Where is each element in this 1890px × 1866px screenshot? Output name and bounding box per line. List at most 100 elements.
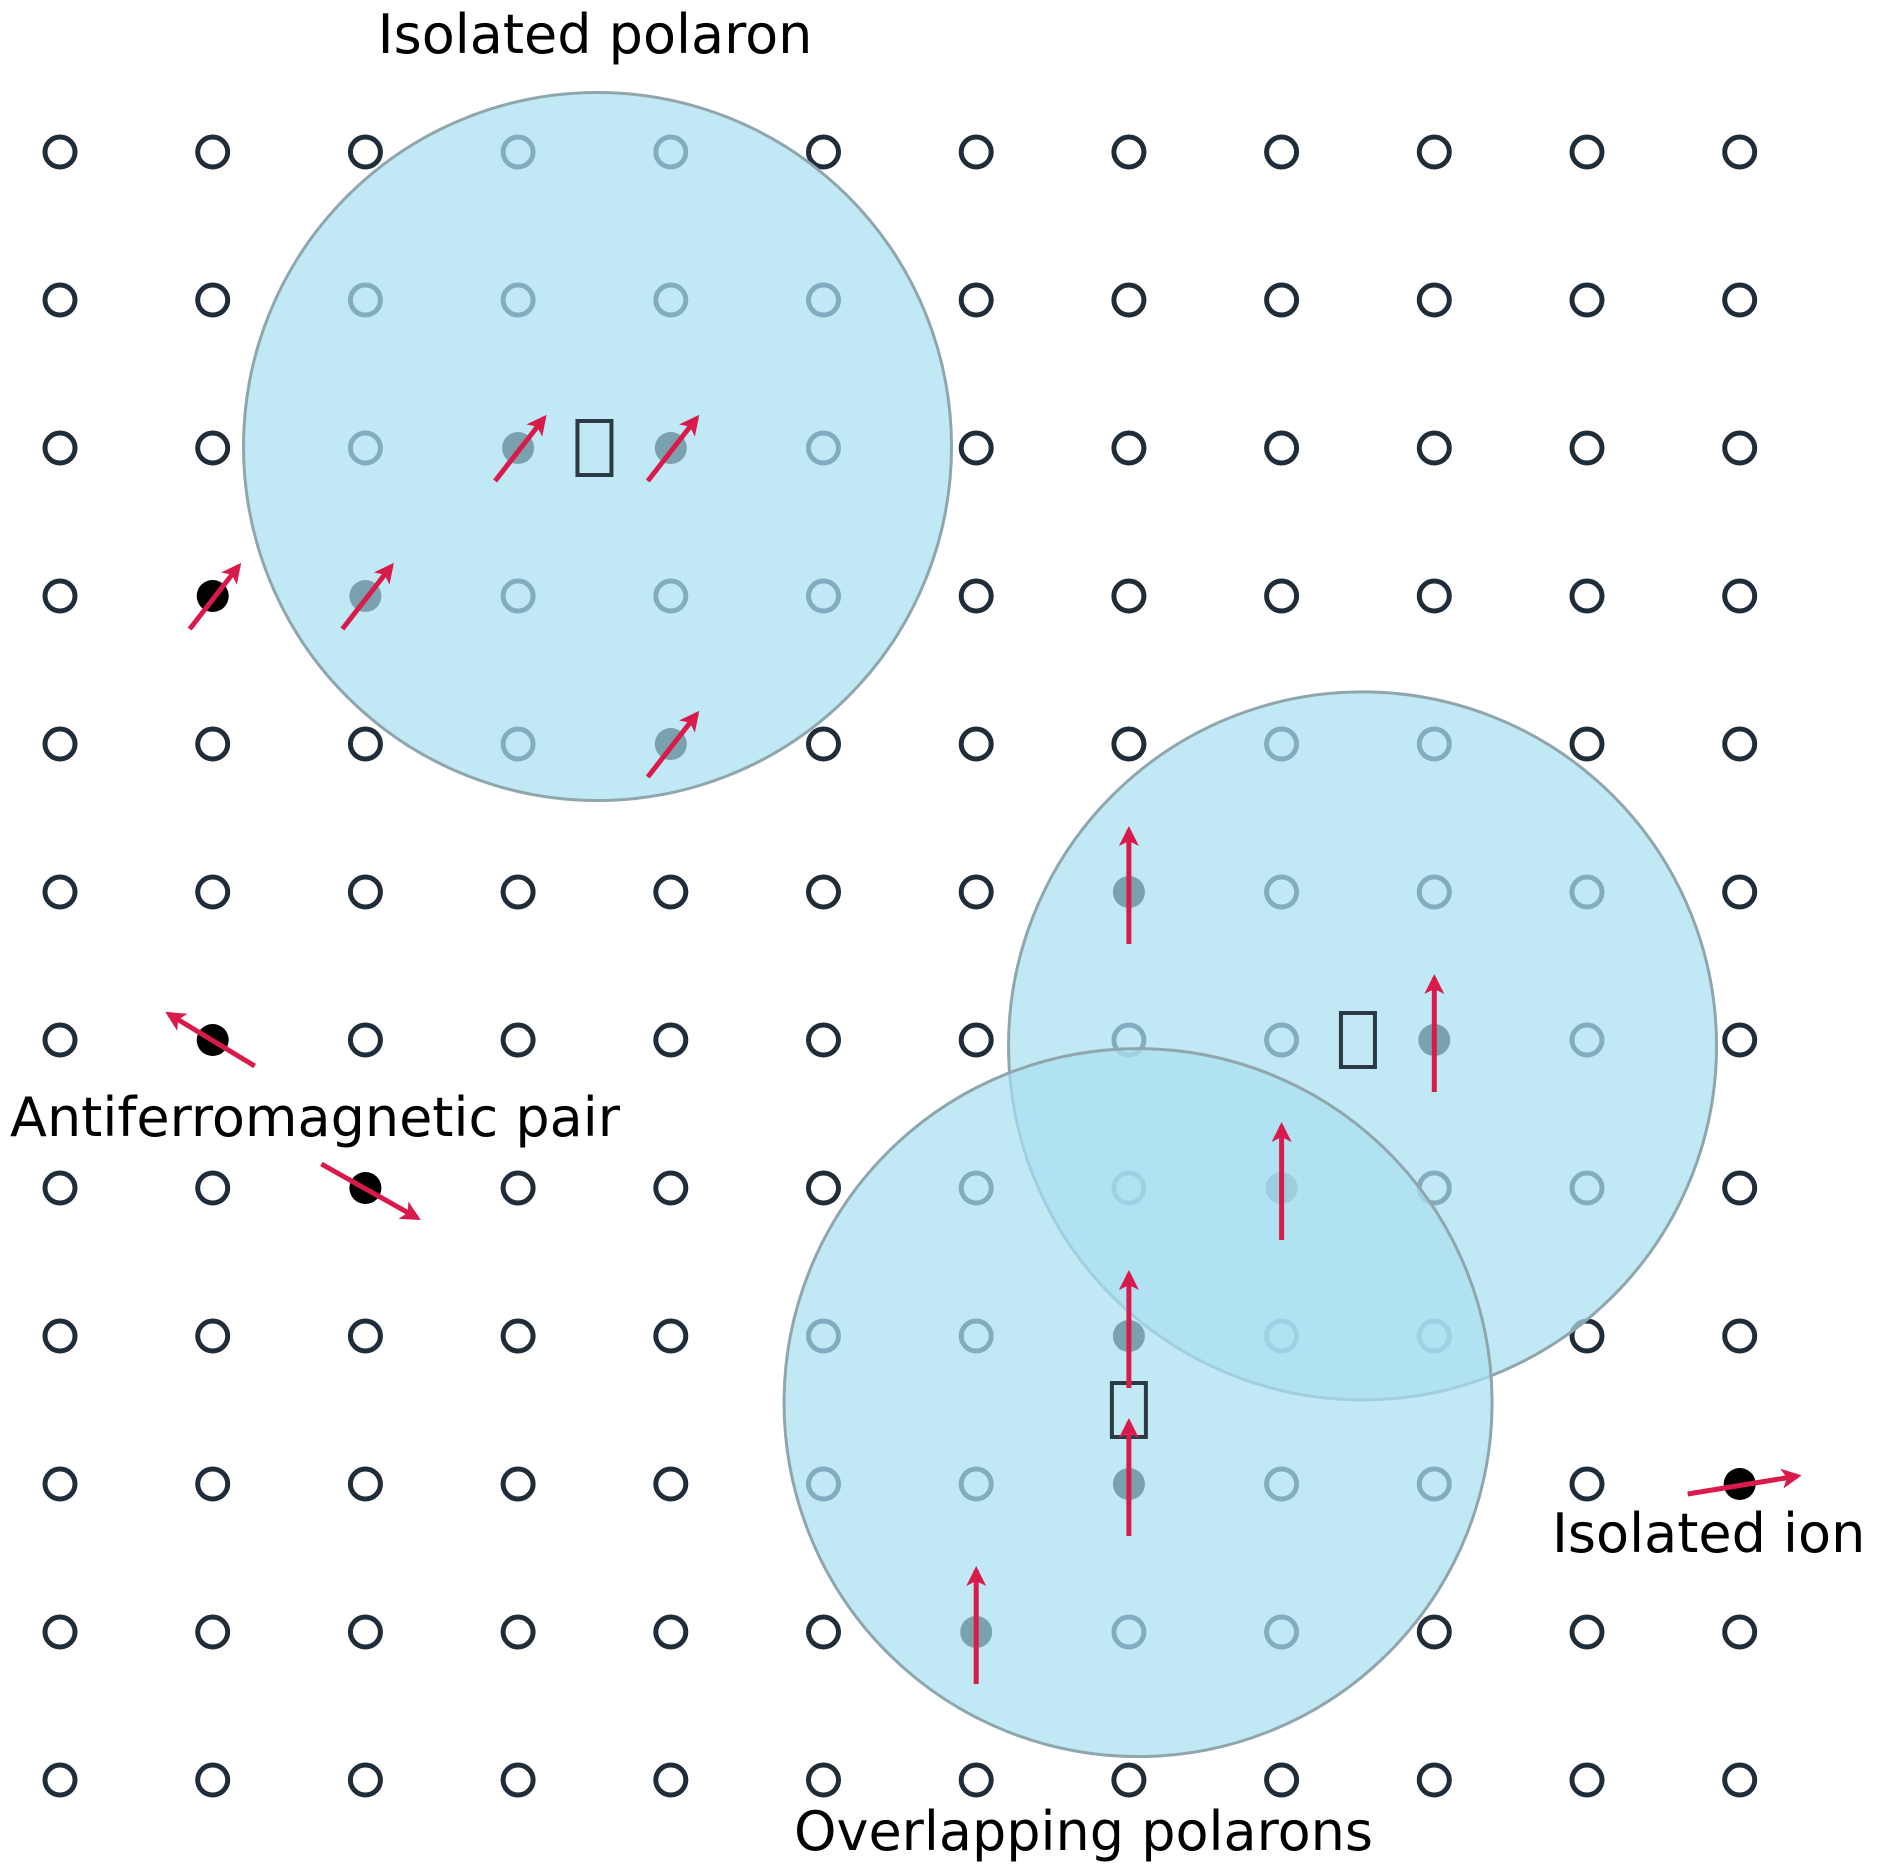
lattice-site [42,1762,78,1798]
lattice-site [1416,134,1452,170]
lattice-site [347,1614,383,1650]
lattice-site [500,1762,536,1798]
lattice-site [195,1762,231,1798]
lattice-site [1111,134,1147,170]
polaron-circle [782,1047,1494,1759]
hole-marker [1338,1011,1377,1069]
lattice-site [1416,1614,1452,1650]
lattice-site [42,1318,78,1354]
lattice-site [1722,1318,1758,1354]
lattice-site [347,726,383,762]
lattice-site [806,874,841,910]
lattice-site [806,726,841,762]
lattice-site [500,1466,536,1502]
lattice-site [958,1762,994,1798]
lattice-site [806,134,841,170]
lattice-site [500,1022,536,1058]
lattice-site [1722,1762,1758,1798]
lattice-site [42,430,78,466]
lattice-site [1722,726,1758,762]
lattice-site [958,134,994,170]
lattice-site [653,874,689,910]
lattice-site [1722,1614,1758,1650]
hole-marker [575,419,614,477]
lattice-site [195,726,231,762]
lattice-site [195,1466,231,1502]
lattice-site [500,1614,536,1650]
lattice-site [653,1466,689,1502]
lattice-site [42,1466,78,1502]
polaron-circle [242,91,954,803]
lattice-site [806,1170,841,1206]
lattice-site [806,1022,841,1058]
lattice-site [1722,1170,1758,1206]
lattice-site [1722,430,1758,466]
lattice-site [653,1762,689,1798]
spin-arrow-se [320,1161,421,1221]
lattice-site [1416,1762,1452,1798]
lattice-site [347,1762,383,1798]
lattice-site [653,1022,689,1058]
lattice-site [1111,578,1147,614]
lattice-site [500,1318,536,1354]
lattice-site [653,1318,689,1354]
lattice-site [1569,1466,1605,1502]
label-antiferromagnetic-pair: Antiferromagnetic pair [10,1086,621,1149]
lattice-site [1111,726,1147,762]
polaron-regions [242,91,1719,1759]
lattice-site [42,282,78,318]
spin-arrow-e [1687,1468,1802,1497]
lattice-site [1722,134,1758,170]
lattice-site [347,1318,383,1354]
lattice-site [653,1614,689,1650]
lattice-site [1264,282,1300,318]
lattice-site [42,1614,78,1650]
lattice-site [42,1170,78,1206]
lattice-site [958,430,994,466]
lattice-site [42,134,78,170]
lattice-site [958,1022,994,1058]
lattice-site [806,1614,841,1650]
lattice-site [958,282,994,318]
lattice-site [1416,282,1452,318]
spin-arrow-ne [187,562,242,631]
lattice-site [1569,430,1605,466]
lattice-site [1722,578,1758,614]
lattice-site [347,1022,383,1058]
label-isolated-ion: Isolated ion [1552,1502,1865,1565]
label-isolated-polaron: Isolated polaron [378,3,813,66]
lattice-site [1111,1762,1147,1798]
lattice-site [195,430,231,466]
lattice-site [1264,134,1300,170]
lattice-site [347,1466,383,1502]
spin-arrow-ne [645,414,700,483]
lattice-site [1722,874,1758,910]
lattice-site [347,134,383,170]
spin-arrows [165,414,1802,1684]
lattice-site [1111,282,1147,318]
lattice-site [1569,1762,1605,1798]
lattice-site [1722,282,1758,318]
lattice-site [195,874,231,910]
lattice-site [347,874,383,910]
lattice-site [1569,282,1605,318]
lattice-site [1569,134,1605,170]
lattice-site [500,874,536,910]
lattice-site [1264,578,1300,614]
lattice-site [42,874,78,910]
lattice-site [195,134,231,170]
lattice-site [1111,430,1147,466]
lattice-site [195,1318,231,1354]
lattice-site [1569,1614,1605,1650]
label-overlapping-polarons: Overlapping polarons [794,1800,1373,1863]
lattice-site [653,1170,689,1206]
lattice-site [1722,1022,1758,1058]
lattice-site [958,726,994,762]
lattice-site [1416,578,1452,614]
lattice-site [1569,578,1605,614]
spin-arrow-ne [340,562,394,631]
lattice-site [1569,726,1605,762]
lattice-site [958,578,994,614]
lattice-site [42,1022,78,1058]
